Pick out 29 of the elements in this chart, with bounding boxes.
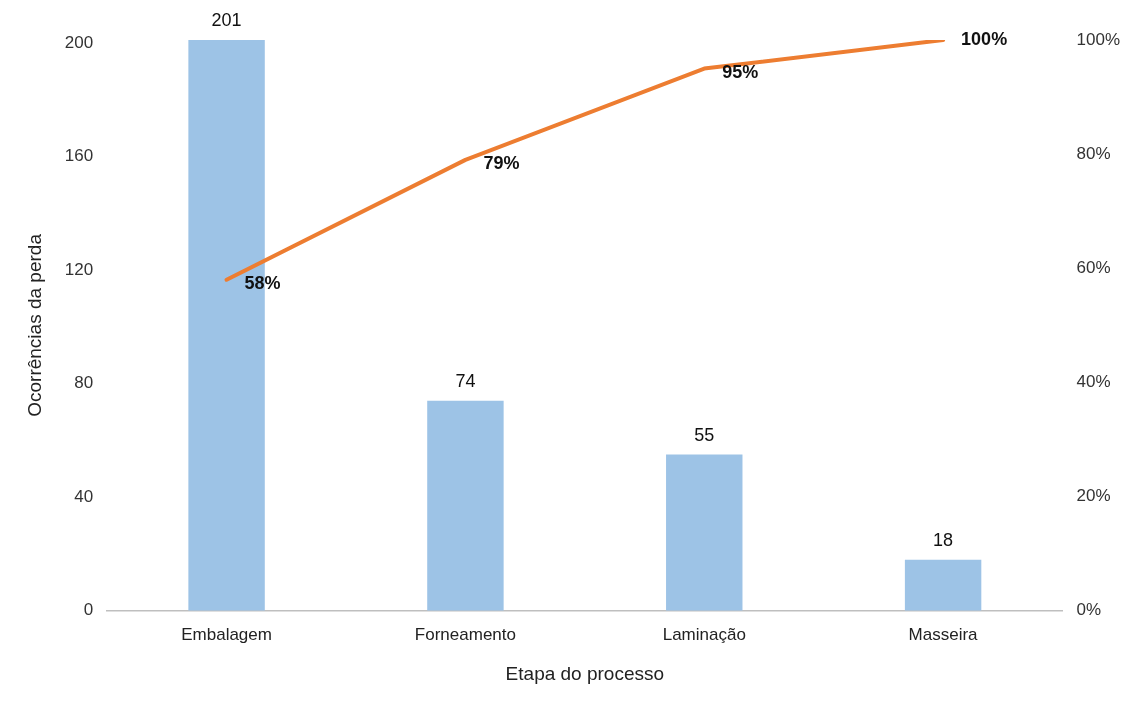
y2-tick-label: 40% xyxy=(1076,372,1111,392)
data-label: 18 xyxy=(933,529,954,550)
y-tick-label: 160 xyxy=(64,146,94,166)
y-tick-label: 40 xyxy=(74,486,94,506)
data-label: 95% xyxy=(722,61,759,82)
y-axis-title: Ocorrências da perda xyxy=(23,233,45,417)
y-tick-label: 0 xyxy=(83,600,94,620)
data-label: 58% xyxy=(244,272,281,293)
y2-tick-label: 100% xyxy=(1076,29,1120,49)
x-tick-label: Masseira xyxy=(908,624,979,644)
x-axis-title: Etapa do processo xyxy=(505,662,665,684)
data-label: 100% xyxy=(961,28,1008,49)
data-label: 79% xyxy=(483,152,520,173)
data-label: 55 xyxy=(694,424,715,445)
bar xyxy=(666,454,743,611)
y2-tick-label: 80% xyxy=(1076,143,1111,163)
bar xyxy=(427,400,504,611)
data-label: 201 xyxy=(211,9,242,30)
y2-tick-label: 20% xyxy=(1076,486,1111,506)
x-tick-label: Laminação xyxy=(662,624,746,644)
y-tick-label: 120 xyxy=(64,259,94,279)
x-tick-label: Forneamento xyxy=(414,624,516,644)
y2-tick-label: 60% xyxy=(1076,258,1111,278)
bar xyxy=(904,559,982,611)
x-tick-label: Embalagem xyxy=(181,624,272,644)
y-tick-label: 200 xyxy=(64,32,94,52)
y-tick-label: 80 xyxy=(74,373,94,393)
data-label: 74 xyxy=(455,370,476,391)
y2-tick-label: 0% xyxy=(1076,600,1102,620)
